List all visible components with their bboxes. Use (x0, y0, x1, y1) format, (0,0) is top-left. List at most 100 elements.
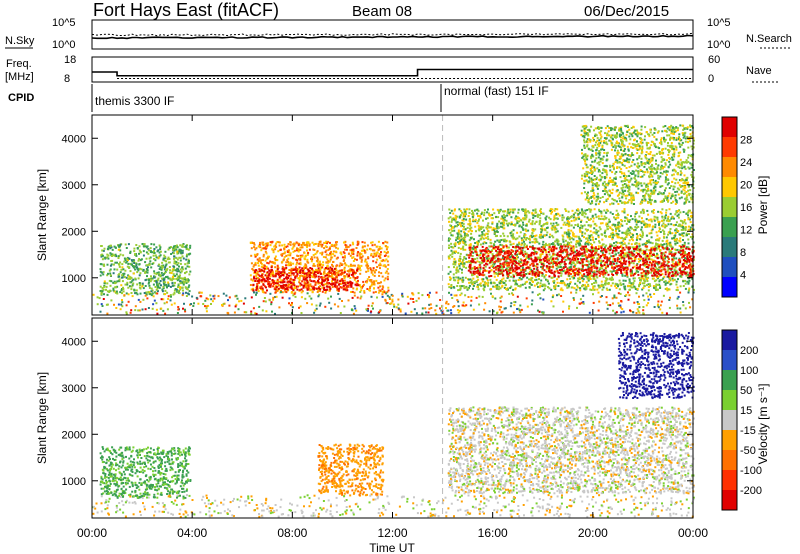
data-cell (319, 282, 322, 284)
data-cell (537, 256, 540, 259)
data-cell (498, 240, 501, 243)
data-cell (188, 290, 191, 293)
data-cell (616, 283, 619, 286)
data-cell (680, 246, 683, 249)
data-cell (658, 243, 661, 246)
data-cell (546, 222, 549, 225)
data-cell (622, 239, 625, 242)
data-cell (471, 211, 474, 214)
data-cell (296, 272, 299, 275)
data-cell (253, 243, 256, 246)
data-cell (682, 228, 685, 231)
data-cell (343, 259, 346, 262)
data-cell (665, 287, 668, 290)
data-cell (277, 241, 280, 244)
data-cell (477, 215, 480, 218)
data-cell (326, 277, 329, 280)
data-cell (334, 267, 337, 270)
data-cell (564, 250, 567, 253)
data-cell (610, 270, 613, 273)
data-cell (253, 253, 256, 256)
data-cell (321, 251, 324, 254)
data-cell (100, 255, 103, 258)
data-cell (502, 282, 505, 284)
data-cell (180, 252, 183, 255)
data-cell (272, 283, 275, 286)
data-cell (621, 243, 624, 246)
data-cell (165, 276, 167, 278)
data-cell (341, 278, 344, 281)
data-cell (674, 252, 677, 254)
data-cell (690, 215, 692, 218)
data-cell (346, 273, 348, 276)
data-cell (292, 272, 295, 275)
data-cell (303, 264, 306, 267)
data-cell (652, 225, 655, 228)
data-cell (479, 254, 482, 256)
data-cell (524, 214, 527, 217)
data-cell (462, 265, 465, 268)
data-cell (464, 213, 467, 216)
data-cell (625, 217, 628, 220)
data-cell (593, 247, 596, 250)
data-cell (353, 264, 356, 267)
data-cell (456, 215, 459, 218)
data-cell (621, 249, 624, 252)
data-cell (517, 208, 520, 211)
data-cell (618, 288, 621, 291)
data-cell (378, 271, 380, 274)
data-cell (312, 271, 315, 274)
data-cell (184, 280, 187, 283)
data-cell (637, 225, 640, 228)
data-cell (597, 230, 600, 233)
data-cell (588, 237, 591, 239)
data-cell (561, 238, 564, 241)
data-cell (170, 253, 173, 255)
data-cell (454, 261, 457, 264)
data-cell (127, 262, 130, 265)
data-cell (304, 258, 307, 261)
data-cell (634, 212, 637, 215)
data-cell (129, 252, 132, 254)
data-cell (653, 215, 656, 218)
data-cell (308, 244, 311, 247)
data-cell (595, 249, 598, 252)
data-cell (655, 248, 658, 251)
data-cell (294, 276, 297, 279)
data-cell (386, 241, 389, 244)
data-cell (261, 288, 264, 291)
data-cell (117, 255, 120, 258)
data-cell (294, 266, 297, 269)
data-cell (550, 212, 553, 215)
data-cell (630, 283, 633, 286)
data-cell (324, 279, 326, 282)
data-cell (497, 254, 500, 257)
data-cell (379, 285, 382, 288)
data-cell (354, 277, 357, 280)
data-cell (541, 283, 544, 286)
data-cell (317, 262, 320, 265)
data-cell (514, 288, 517, 291)
data-cell (264, 291, 267, 294)
data-cell (153, 252, 156, 254)
data-cell (310, 272, 313, 275)
data-cell (298, 281, 301, 284)
data-cell (478, 283, 481, 286)
data-cell (122, 286, 124, 289)
data-cell (462, 215, 465, 218)
data-cell (287, 254, 290, 257)
data-cell (162, 264, 165, 267)
data-cell (274, 274, 277, 277)
data-cell (157, 271, 160, 274)
data-cell (578, 287, 581, 290)
data-cell (300, 246, 303, 249)
data-cell (337, 270, 340, 273)
data-cell (638, 277, 641, 279)
data-cell (615, 262, 618, 265)
data-cell (257, 273, 260, 276)
data-cell (274, 266, 277, 269)
data-cell (369, 289, 371, 292)
data-cell (519, 284, 522, 287)
data-cell (679, 225, 682, 228)
data-cell (184, 263, 187, 266)
